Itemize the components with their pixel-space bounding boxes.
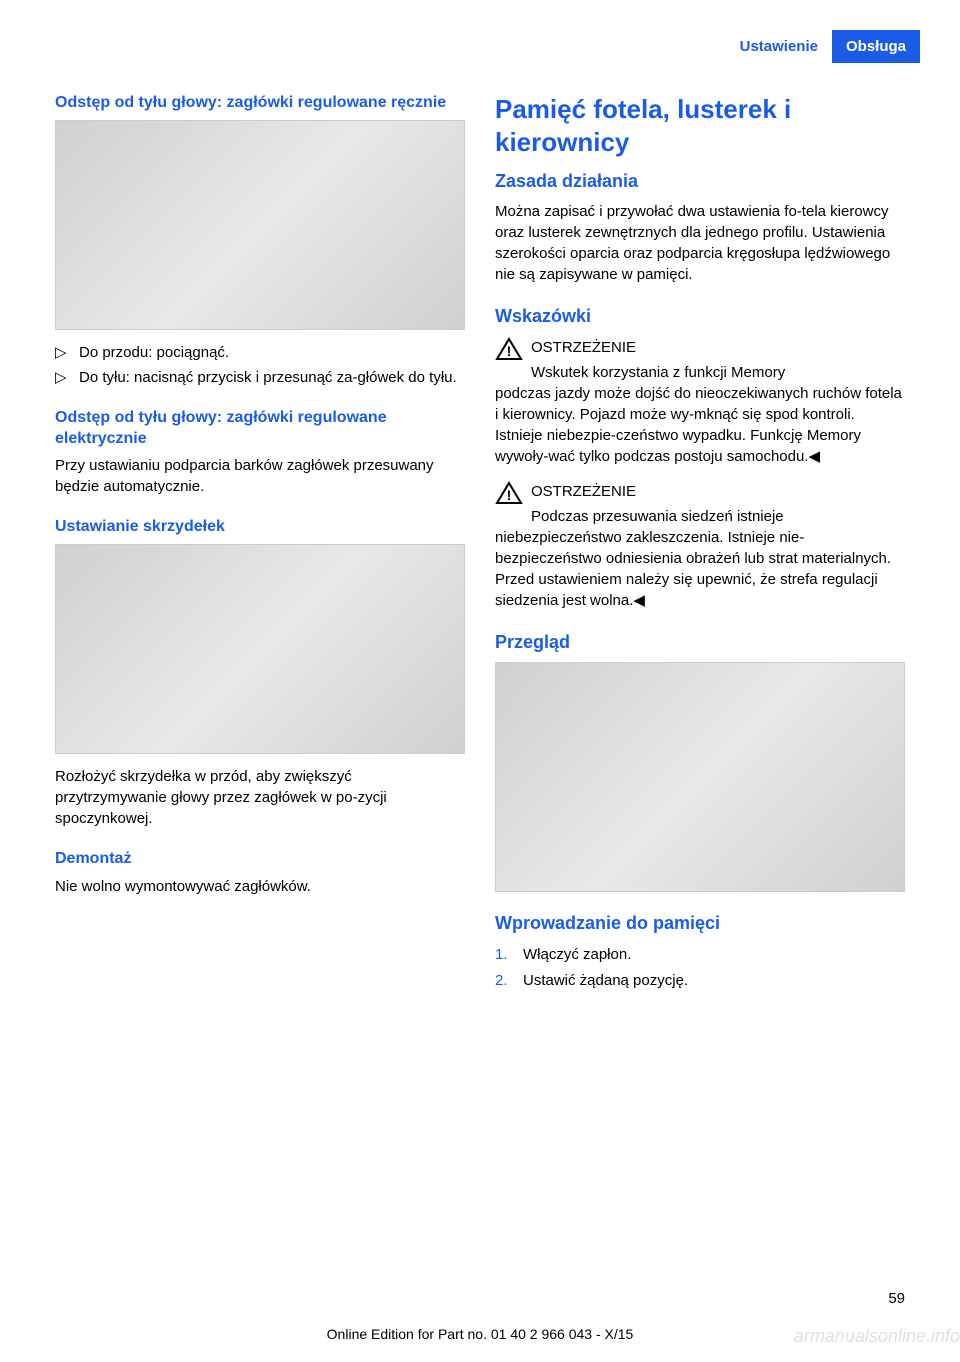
header-tabs: Ustawienie Obsługa xyxy=(0,0,960,63)
heading-wskazowki: Wskazówki xyxy=(495,305,905,328)
list-number: 2. xyxy=(495,970,523,993)
list-marker-icon: ▷ xyxy=(55,367,79,388)
list-number: 1. xyxy=(495,944,523,967)
warning-text: podczas jazdy może dojść do nieoczekiwan… xyxy=(495,385,902,465)
page-content: Odstęp od tyłu głowy: zagłówki regulowan… xyxy=(0,63,960,1017)
numbered-list-item: 1. Włączyć zapłon. xyxy=(495,944,905,967)
right-column: Pamięć fotela, lusterek i kierownicy Zas… xyxy=(495,93,905,997)
body-text: Można zapisać i przywołać dwa ustawienia… xyxy=(495,201,905,285)
list-item: ▷ Do przodu: pociągnąć. xyxy=(55,342,465,363)
heading-zasada: Zasada działania xyxy=(495,170,905,193)
warning-triangle-icon: ! xyxy=(495,481,523,505)
page-number: 59 xyxy=(888,1290,905,1307)
warning-label: OSTRZEŻENIE xyxy=(531,337,785,358)
left-column: Odstęp od tyłu głowy: zagłówki regulowan… xyxy=(55,93,465,997)
svg-text:!: ! xyxy=(507,343,512,359)
tab-obsluga: Obsługa xyxy=(832,30,920,63)
image-headrest-wings xyxy=(55,544,465,754)
tab-ustawienie: Ustawienie xyxy=(726,30,832,63)
warning-box: ! OSTRZEŻENIE Podczas przesuwania siedze… xyxy=(495,481,905,611)
svg-text:!: ! xyxy=(507,487,512,503)
heading-przeglad: Przegląd xyxy=(495,631,905,654)
list-text: Ustawić żądaną pozycję. xyxy=(523,970,688,993)
warning-label: OSTRZEŻENIE xyxy=(531,481,784,502)
warning-text: niebezpieczeństwo zakleszczenia. Istniej… xyxy=(495,529,891,609)
warning-header: ! OSTRZEŻENIE Wskutek korzystania z funk… xyxy=(495,337,905,383)
warning-triangle-icon: ! xyxy=(495,337,523,361)
warning-first-line: Podczas przesuwania siedzeń istnieje xyxy=(531,506,784,527)
heading-pamiec-fotela: Pamięć fotela, lusterek i kierownicy xyxy=(495,93,905,158)
body-text: Nie wolno wymontowywać zagłówków. xyxy=(55,876,465,897)
heading-skrzydelek: Ustawianie skrzydełek xyxy=(55,517,465,538)
list-marker-icon: ▷ xyxy=(55,342,79,363)
list-text: Włączyć zapłon. xyxy=(523,944,631,967)
warning-first-line: Wskutek korzystania z funkcji Memory xyxy=(531,362,785,383)
watermark: armanualsonline.info xyxy=(794,1326,960,1347)
image-seat-memory-buttons xyxy=(495,662,905,892)
list-text: Do przodu: pociągnąć. xyxy=(79,342,465,363)
heading-wprowadzanie: Wprowadzanie do pamięci xyxy=(495,912,905,935)
heading-odstep-elektryczne: Odstęp od tyłu głowy: zagłówki regulowan… xyxy=(55,408,465,450)
list-text: Do tyłu: nacisnąć przycisk i przesunąć z… xyxy=(79,367,465,388)
body-text: Przy ustawianiu podparcia barków zagłówe… xyxy=(55,455,465,497)
heading-odstep-reczne: Odstęp od tyłu głowy: zagłówki regulowan… xyxy=(55,93,465,114)
numbered-list-item: 2. Ustawić żądaną pozycję. xyxy=(495,970,905,993)
image-headrest-manual xyxy=(55,120,465,330)
list-item: ▷ Do tyłu: nacisnąć przycisk i przesunąć… xyxy=(55,367,465,388)
warning-header: ! OSTRZEŻENIE Podczas przesuwania siedze… xyxy=(495,481,905,527)
body-text: Rozłożyć skrzydełka w przód, aby zwiększ… xyxy=(55,766,465,829)
warning-box: ! OSTRZEŻENIE Wskutek korzystania z funk… xyxy=(495,337,905,467)
heading-demontaz: Demontaż xyxy=(55,849,465,870)
